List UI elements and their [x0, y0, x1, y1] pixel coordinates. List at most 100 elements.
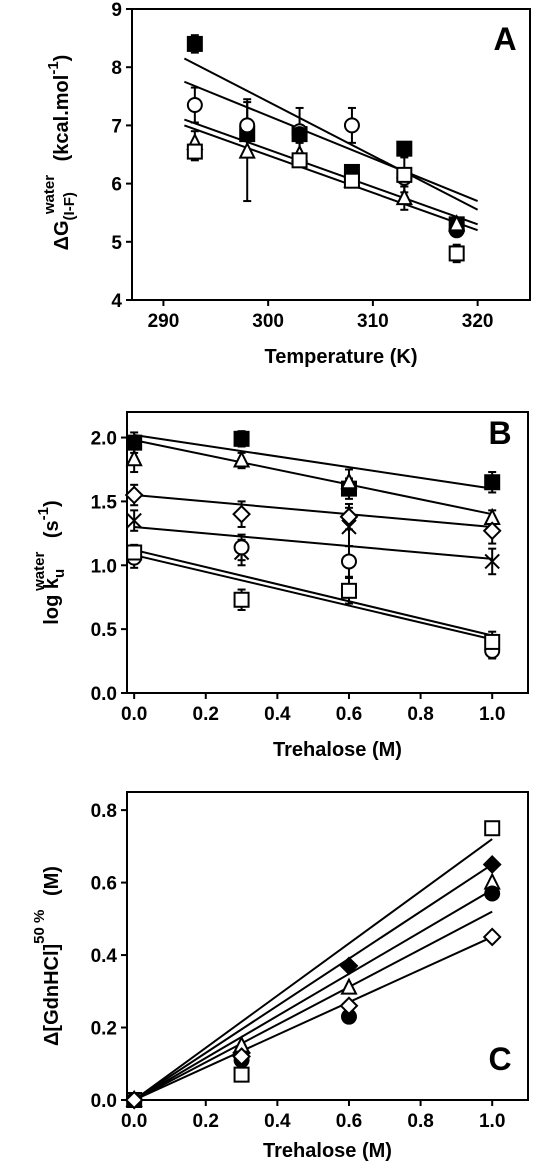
y-tick-label: 8 [111, 58, 122, 79]
data-point-open-triangle [238, 141, 256, 159]
y-axis-label-part: (kcal.mol [51, 75, 73, 167]
y-tick-label: 6 [111, 175, 122, 196]
chart-panel-a: 290 300 310 320 4 5 6 7 8 9 Temperature (K) ΔG(I-F)… [41, 0, 531, 368]
data-point-filled-diamond [339, 956, 359, 976]
x-tick-label: 300 [252, 311, 284, 332]
y-axis-label: log kuwater (s-1) [31, 500, 68, 624]
y-axis-label-part: water [31, 552, 48, 592]
y-tick-label: 0.2 [91, 1019, 117, 1040]
data-point-cross [341, 519, 357, 535]
y-axis-label-part: (M) [41, 866, 63, 902]
panel-label: B [488, 415, 511, 451]
data-point-open-square [396, 166, 413, 183]
y-axis-label-part: water [41, 175, 58, 215]
data-point-open-diamond [339, 996, 359, 1016]
x-tick-label: 1.0 [479, 704, 505, 725]
chart-panel-b: 0.0 0.2 0.4 0.6 0.8 1.0 0.0 0.5 1.0 1.5 2.0 Trehalo… [31, 411, 529, 761]
data-point-open-triangle [395, 187, 413, 206]
y-tick-label: 0.5 [91, 620, 118, 641]
y-axis-label: Δ[GdnHCl]50 % (M) [31, 866, 63, 1046]
data-point-open-diamond [339, 507, 359, 527]
fit-line [184, 124, 478, 232]
data-point-filled-square [126, 434, 143, 451]
data-point-open-diamond [124, 1090, 144, 1110]
y-axis-label-part: u [51, 569, 68, 578]
x-axis-label: Temperature (K) [265, 346, 418, 368]
data-point-open-triangle [125, 449, 143, 467]
data-point-filled-circle [484, 885, 501, 902]
data-point-filled-square [233, 430, 250, 447]
data-point-open-square [126, 544, 143, 561]
y-axis-label-part: (I-F) [61, 192, 78, 220]
fit-line [183, 57, 479, 211]
y-axis-label-part: (s [41, 520, 63, 543]
plot-frame [131, 8, 531, 301]
fit-line [183, 80, 479, 202]
data-point-open-diamond [232, 504, 251, 524]
data-point-open-diamond [482, 521, 502, 541]
data-point-open-square [343, 172, 360, 189]
x-tick-label: 310 [357, 311, 389, 332]
panel-label: A [493, 21, 516, 57]
data-point-filled-square [396, 140, 413, 157]
y-tick-label: 2.0 [91, 429, 117, 450]
data-point-open-circle [239, 117, 256, 134]
y-tick-label: 9 [111, 0, 122, 21]
data-point-filled-diamond [482, 855, 502, 874]
y-tick-label: 0.8 [91, 801, 117, 822]
y-axis-label-part: Δ[GdnHCl] [41, 944, 63, 1046]
fit-line [133, 838, 493, 1100]
data-point-open-square [186, 143, 203, 160]
fit-line [133, 936, 493, 1100]
data-point-open-diamond [124, 485, 144, 505]
data-point-open-square [291, 152, 308, 169]
data-point-open-triangle [340, 472, 358, 490]
y-tick-label: 0.6 [91, 874, 117, 895]
fit-line [133, 439, 493, 516]
fit-line [184, 118, 478, 226]
data-point-open-square [233, 1066, 250, 1083]
y-tick-label: 0.0 [91, 1091, 117, 1112]
data-point-open-square [484, 820, 501, 837]
data-point-open-triangle [340, 977, 358, 995]
data-point-open-diamond [232, 1047, 251, 1066]
x-tick-label: 0.8 [407, 704, 433, 725]
data-point-open-diamond [482, 927, 502, 947]
fit-line [133, 554, 493, 641]
y-axis-label-part: log k [41, 577, 63, 625]
data-point-open-circle [343, 117, 360, 134]
data-point-open-circle [186, 97, 203, 114]
data-point-open-circle [340, 553, 357, 570]
y-tick-label: 4 [111, 291, 122, 312]
y-axis-label-part: ΔG [51, 220, 73, 250]
plot-frame [126, 411, 529, 694]
y-axis-label-part: -1 [35, 507, 52, 520]
y-axis-label-part: -1 [45, 61, 62, 74]
x-tick-label: 0.2 [193, 1111, 219, 1132]
data-point-open-triangle [448, 214, 466, 232]
x-tick-label: 0.2 [193, 704, 219, 725]
x-tick-label: 320 [462, 311, 494, 332]
x-tick-label: 0.4 [264, 1111, 291, 1132]
y-axis-label-part: ) [51, 55, 73, 62]
fit-line [134, 525, 493, 560]
y-axis-label-part: ) [41, 500, 63, 507]
y-tick-label: 0.4 [91, 946, 118, 967]
x-tick-label: 0.0 [121, 704, 147, 725]
data-point-filled-square [484, 474, 501, 491]
fit-line [133, 910, 493, 1100]
x-axis-label: Trehalose (M) [273, 739, 402, 761]
y-tick-label: 7 [111, 116, 122, 137]
data-point-filled-square [186, 35, 203, 52]
data-point-cross [126, 512, 142, 529]
data-point-open-triangle [232, 450, 251, 468]
fit-line [133, 888, 493, 1100]
y-tick-label: 0.0 [91, 684, 117, 705]
y-axis-label-part: 50 % [31, 910, 48, 944]
fit-line [134, 434, 493, 490]
data-point-open-square [340, 582, 357, 599]
panel-label: C [488, 1041, 511, 1077]
y-axis-label: ΔG(I-F)water (kcal.mol-1) [41, 55, 78, 251]
x-tick-label: 290 [148, 311, 180, 332]
